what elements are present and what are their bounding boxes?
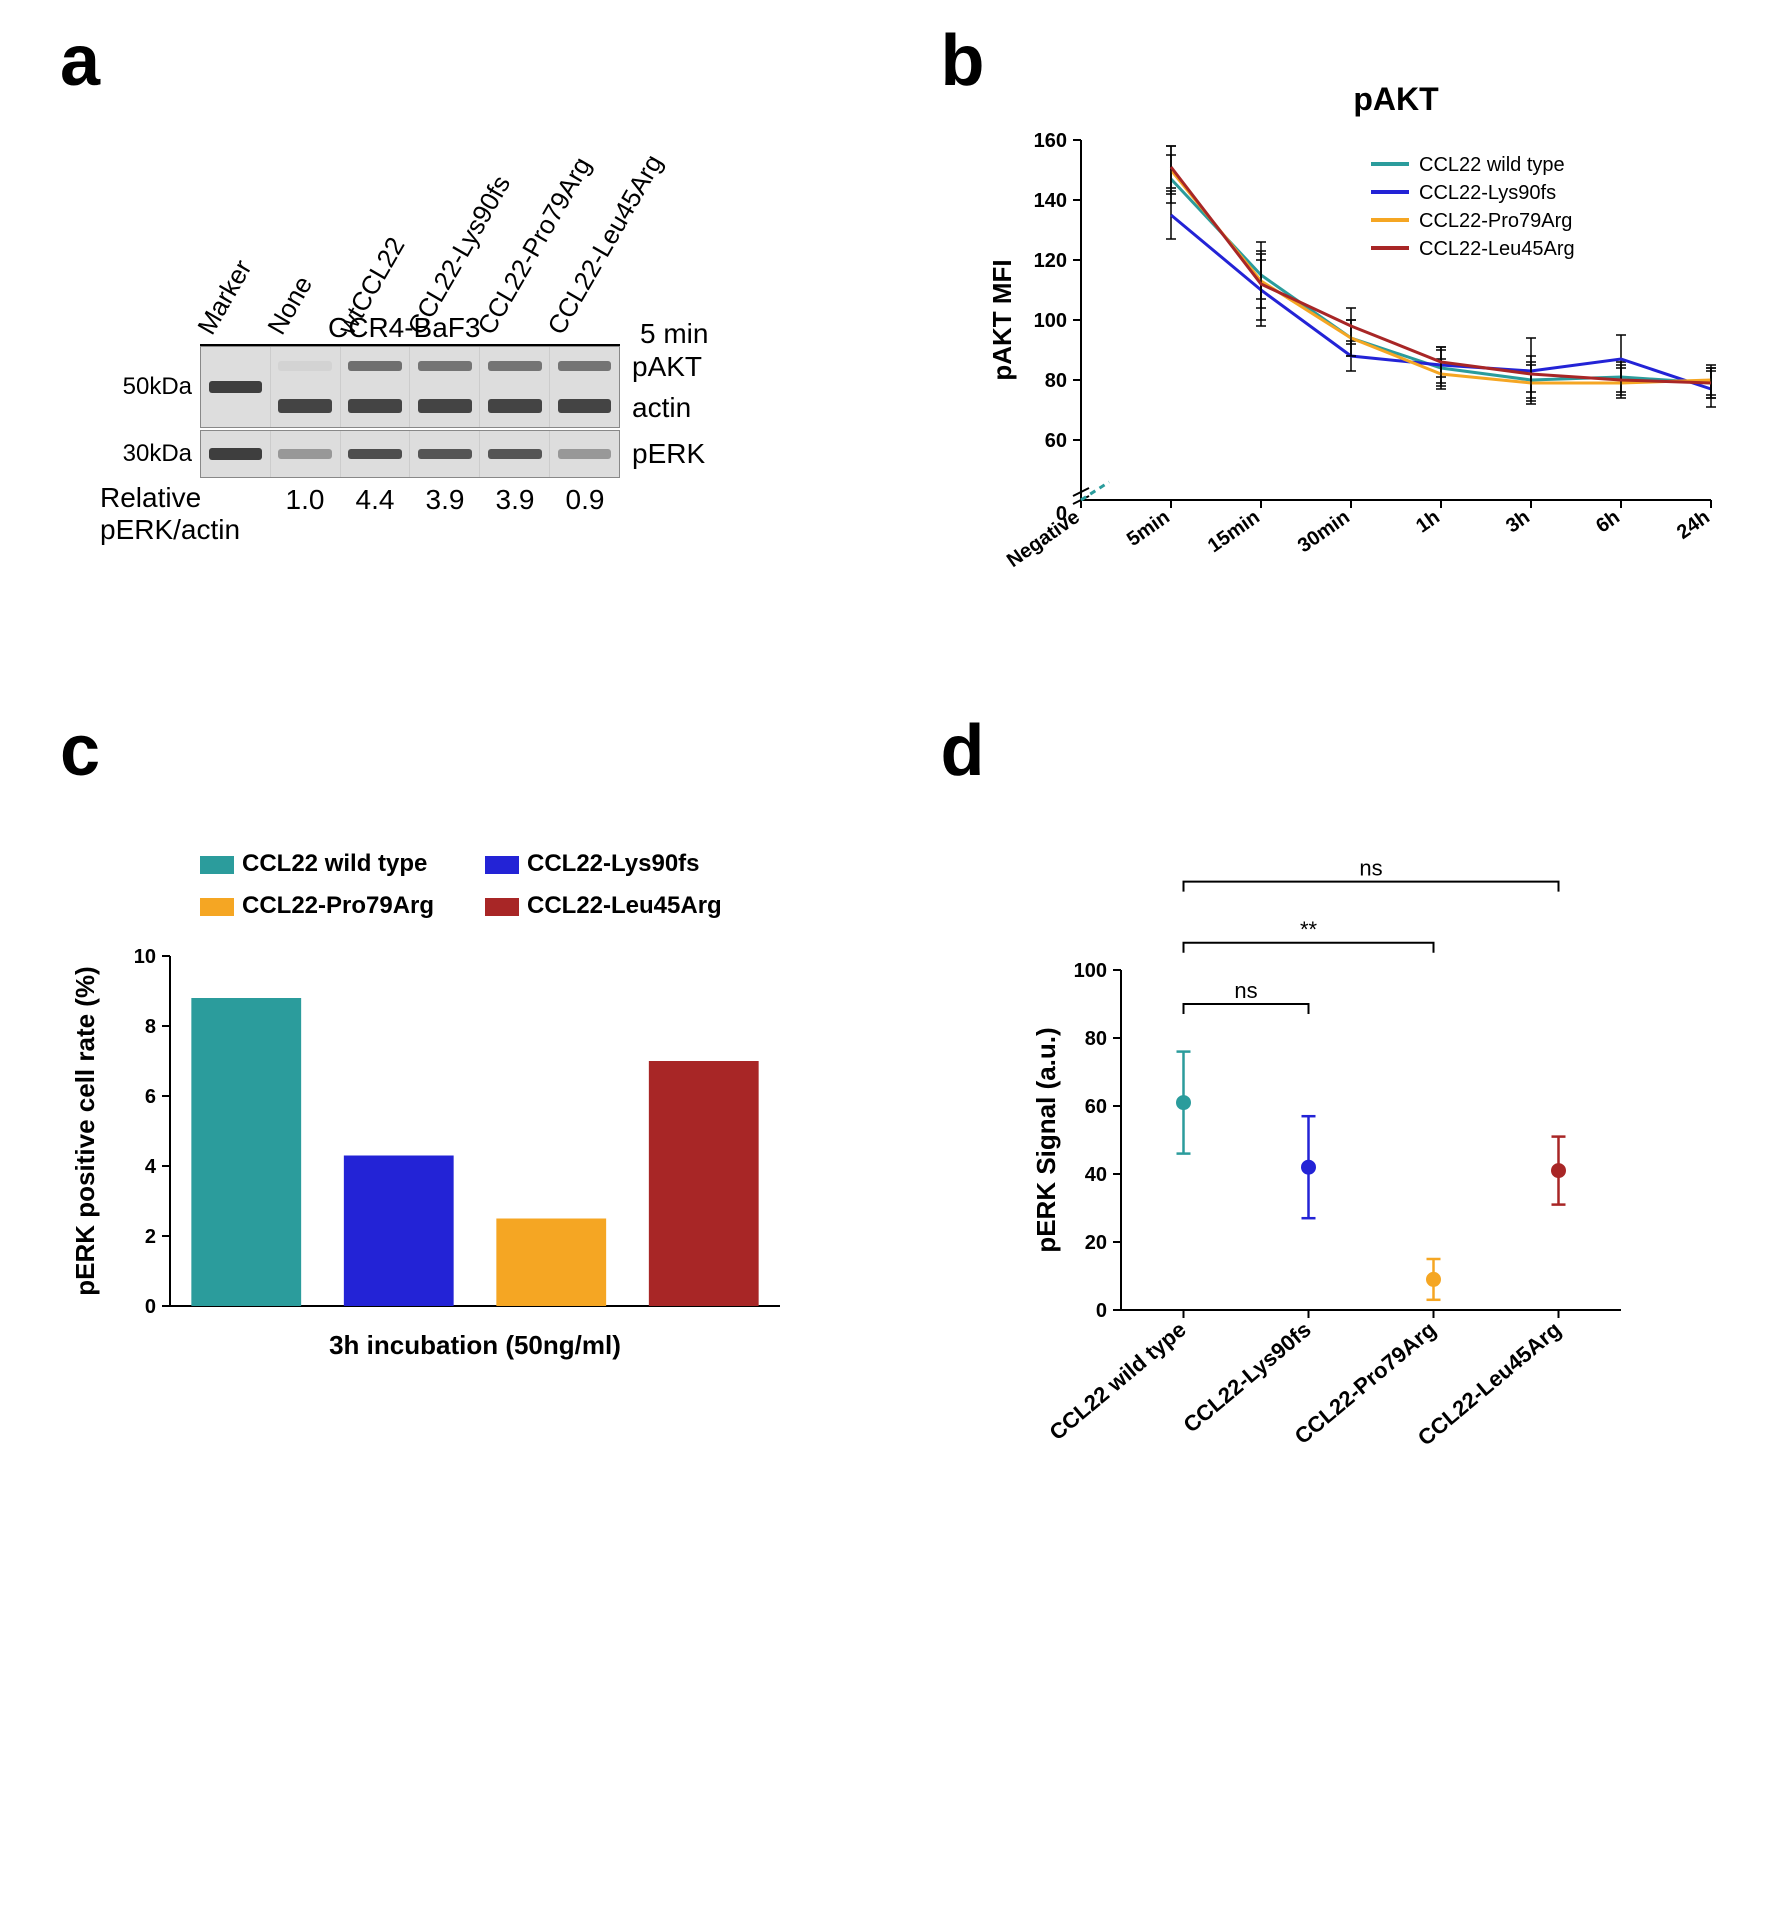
row-label-actin: actin	[632, 392, 702, 424]
svg-text:pERK Signal (a.u.): pERK Signal (a.u.)	[1031, 1027, 1061, 1252]
blot-perk	[200, 430, 620, 478]
lane-label: Marker	[191, 254, 258, 340]
svg-text:10: 10	[134, 946, 156, 968]
legend-c: CCL22 wild type CCL22-Lys90fs CCL22-Pro79A…	[200, 850, 740, 928]
svg-text:6h: 6h	[1592, 506, 1624, 537]
svg-text:120: 120	[1033, 250, 1066, 272]
svg-text:ns: ns	[1359, 856, 1382, 881]
ratio-value: 3.9	[410, 484, 480, 516]
svg-text:5min: 5min	[1123, 506, 1174, 551]
svg-text:4: 4	[145, 1156, 157, 1178]
blot-pakt-actin	[200, 346, 620, 428]
lane-label: None	[261, 271, 319, 340]
svg-text:ns: ns	[1234, 978, 1257, 1003]
chart-pakt: pAKT60801001201401600pAKT MFINegative5mi…	[981, 80, 1741, 640]
svg-text:CCL22-Lys90fs: CCL22-Lys90fs	[1419, 182, 1556, 204]
svg-text:0: 0	[1095, 1300, 1106, 1322]
panel-label-b: b	[941, 20, 985, 102]
svg-text:100: 100	[1033, 310, 1066, 332]
svg-text:CCL22-Lys90fs: CCL22-Lys90fs	[1178, 1317, 1315, 1438]
row-label-perk: pERK	[632, 438, 705, 470]
svg-text:80: 80	[1084, 1028, 1106, 1050]
svg-text:CCL22 wild type: CCL22 wild type	[1044, 1317, 1190, 1445]
svg-text:140: 140	[1033, 190, 1066, 212]
svg-text:80: 80	[1044, 370, 1066, 392]
panel-b: b pAKT60801001201401600pAKT MFINegative5…	[921, 40, 1742, 640]
svg-text:8: 8	[145, 1016, 156, 1038]
svg-text:pAKT: pAKT	[1353, 81, 1439, 117]
svg-text:30min: 30min	[1293, 506, 1353, 557]
ratio-value: 4.4	[340, 484, 410, 516]
row-label-pakt: pAKT	[632, 351, 702, 383]
legend-item: CCL22-Leu45Arg	[485, 892, 740, 920]
svg-text:**: **	[1299, 917, 1317, 942]
group-label: CCR4-BaF3	[328, 312, 480, 344]
panel-label-a: a	[60, 20, 100, 102]
svg-text:CCL22 wild type: CCL22 wild type	[1419, 154, 1565, 176]
svg-text:pERK positive cell rate (%): pERK positive cell rate (%)	[70, 966, 100, 1295]
svg-text:160: 160	[1033, 130, 1066, 152]
svg-text:20: 20	[1084, 1232, 1106, 1254]
svg-text:CCL22-Pro79Arg: CCL22-Pro79Arg	[1419, 210, 1572, 232]
svg-text:Negative: Negative	[1002, 506, 1083, 572]
time-label: 5 min	[640, 318, 708, 350]
panel-label-d: d	[941, 710, 985, 792]
ratio-caption: Relative pERK/actin	[100, 482, 200, 546]
chart-dot-perk: 0 20 40 60 80 100 pERK Signal (a.u.) CCL22 wild…	[1021, 850, 1641, 1510]
ratio-values: 1.04.43.93.90.9	[200, 484, 620, 516]
svg-text:60: 60	[1084, 1096, 1106, 1118]
svg-text:2: 2	[145, 1226, 156, 1248]
svg-text:CCL22-Leu45Arg: CCL22-Leu45Arg	[1419, 238, 1575, 260]
chart-bar-perk: 0 2 4 6 8 10 pERK positive cell rate (%) 3h inc…	[60, 946, 800, 1386]
svg-text:100: 100	[1073, 960, 1106, 982]
panel-c: c CCL22 wild typeCCL22-Lys90fsCCL22-Pro7…	[40, 730, 861, 1510]
svg-text:24h: 24h	[1673, 506, 1714, 544]
svg-text:6: 6	[145, 1086, 156, 1108]
mw-label-50: 50kDa	[100, 373, 200, 401]
svg-text:0: 0	[145, 1296, 156, 1318]
legend-item: CCL22-Pro79Arg	[200, 892, 455, 920]
svg-text:1h: 1h	[1412, 506, 1444, 537]
ratio-value: 3.9	[480, 484, 550, 516]
svg-text:pAKT MFI: pAKT MFI	[987, 259, 1017, 380]
svg-text:40: 40	[1084, 1164, 1106, 1186]
mw-label-30: 30kDa	[100, 440, 200, 468]
svg-text:60: 60	[1044, 430, 1066, 452]
legend-item: CCL22-Lys90fs	[485, 850, 740, 878]
svg-text:3h: 3h	[1502, 506, 1534, 537]
panel-label-c: c	[60, 710, 100, 792]
panel-a-content: MarkerNonewtCCL22CCL22-Lys90fsCCL22-Pro7…	[100, 140, 740, 546]
legend-item: CCL22 wild type	[200, 850, 455, 878]
svg-text:15min: 15min	[1203, 506, 1263, 557]
ratio-value: 0.9	[550, 484, 620, 516]
svg-text:3h incubation (50ng/ml): 3h incubation (50ng/ml)	[329, 1330, 621, 1360]
ratio-value: 1.0	[270, 484, 340, 516]
panel-d: d 020406080100pERK Signal (a.u.)CCL22 wi…	[921, 730, 1742, 1510]
panel-a: a MarkerNonewtCCL22CCL22-Lys90fsCCL22-Pr…	[40, 40, 861, 640]
